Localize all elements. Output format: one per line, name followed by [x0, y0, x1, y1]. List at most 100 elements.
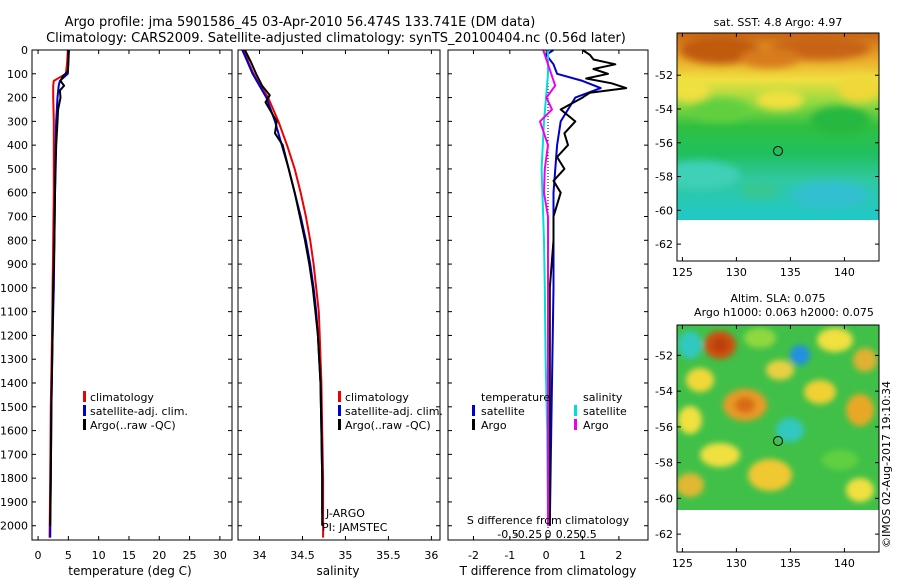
map-x-tick-label: 125: [672, 557, 693, 570]
argo-location-marker: [773, 436, 783, 446]
legend-label-temp-satellite: satellite: [481, 405, 525, 418]
legend-swatch-satellite: [338, 405, 341, 416]
map-y-tick-label: -52: [655, 349, 673, 362]
climatology-line: [243, 49, 325, 538]
depth-tick-label: 1600: [0, 425, 28, 438]
x-tick-label: 35.5: [376, 549, 401, 562]
argo-line: [244, 49, 324, 526]
map-x-tick-label: 130: [726, 557, 747, 570]
depth-axis-ticks: 0 100 200 300 400 500 600 700 800 900 1000 1100 1200…: [0, 44, 232, 533]
s-tick-label: -0.5: [497, 528, 518, 541]
map-x-tick-label: 135: [780, 266, 801, 279]
imos-timestamp: ©IMOS 02-Aug-2017 19:10:34: [880, 381, 893, 548]
depth-tick-label: 1200: [0, 329, 28, 342]
legend-label-satellite: satellite-adj. clim.: [345, 405, 443, 418]
temp-diff-satellite-line: [545, 49, 602, 526]
map-y-tick-label: -54: [655, 103, 673, 116]
x-tick-label: 34: [252, 549, 266, 562]
t-difference-label: T difference from climatology: [459, 564, 637, 578]
legend-label-temp-argo: Argo: [481, 419, 507, 432]
depth-tick-label: 1700: [0, 448, 28, 461]
depth-tick-label: 1000: [0, 282, 28, 295]
temperature-legend: climatology satellite-adj. clim. Argo(..…: [83, 391, 188, 432]
sla-heatmap: [677, 325, 879, 510]
argo-location-marker: [773, 146, 783, 156]
sla-map-title-line-1: Altim. SLA: 0.075: [730, 292, 825, 305]
annotation-j-argo: J-ARGO: [325, 507, 365, 520]
s-tick-label: 0.5: [579, 528, 597, 541]
map-y-tick-label: -54: [655, 385, 673, 398]
x-tick-label: 35: [338, 549, 352, 562]
difference-panel: -2 -1 0 1 2 S difference from climatology -0…: [447, 49, 649, 578]
legend-swatch-argo: [338, 419, 341, 430]
legend-label-sal-satellite: satellite: [583, 405, 627, 418]
temperature-x-ticks: 0 5 10 15 20 25 30: [35, 50, 227, 562]
sst-map-title: sat. SST: 4.8 Argo: 4.97: [714, 16, 843, 29]
sst-map-ticks: 125 130 135 140 -52 -54 -56 -58 -60 -62: [655, 33, 879, 279]
depth-tick-label: 0: [21, 44, 28, 57]
legend-title-salinity: salinity: [583, 391, 623, 404]
depth-tick-label: 1300: [0, 353, 28, 366]
legend-swatch-sal-argo: [574, 419, 577, 430]
x-tick-label: 36: [424, 549, 438, 562]
x-tick-label: 20: [152, 549, 166, 562]
sst-heatmap: [677, 33, 879, 220]
header-line-2: Climatology: CARS2009. Satellite-adjuste…: [46, 31, 626, 46]
x-tick-label: 15: [122, 549, 136, 562]
legend-swatch-temp-satellite: [472, 405, 475, 416]
map-x-tick-label: 140: [834, 557, 855, 570]
salinity-x-ticks: 34 34.5 35 35.5 36: [252, 50, 438, 562]
legend-label-climatology: climatology: [90, 391, 154, 404]
map-y-tick-label: -58: [655, 171, 673, 184]
sla-map-ticks: 125 130 135 140 -52 -54 -56 -58 -60 -62: [655, 325, 879, 570]
depth-tick-label: 300: [7, 115, 28, 128]
depth-tick-label: 200: [7, 92, 28, 105]
x-tick-label: 1: [579, 549, 586, 562]
sst-map-panel: sat. SST: 4.8 Argo: 4.97 125 130 135 140 -52…: [655, 16, 880, 279]
x-tick-label: 34.5: [290, 549, 315, 562]
depth-tick-label: 700: [7, 211, 28, 224]
sla-map-title-line-2: Argo h1000: 0.063 h2000: 0.075: [694, 306, 874, 319]
difference-plot-frame: [447, 49, 649, 541]
depth-tick-label: 1800: [0, 472, 28, 485]
depth-tick-label: 1900: [0, 496, 28, 509]
depth-tick-label: 400: [7, 139, 28, 152]
legend-label-argo: Argo(..raw -QC): [345, 419, 431, 432]
legend-label-satellite: satellite-adj. clim.: [90, 405, 188, 418]
legend-swatch-temp-argo: [472, 419, 475, 430]
x-tick-label: 0: [543, 549, 550, 562]
x-tick-label: 0: [35, 549, 42, 562]
x-tick-label: 5: [65, 549, 72, 562]
salinity-lines: [241, 49, 325, 538]
x-tick-label: 30: [213, 549, 227, 562]
map-y-tick-label: -56: [655, 137, 673, 150]
depth-tick-label: 600: [7, 187, 28, 200]
temperature-panel: 0100200300400500600700800900100011001200…: [0, 44, 233, 578]
depth-tick-label: 500: [7, 163, 28, 176]
salinity-depth-ticks: [238, 49, 440, 527]
legend-label-argo: Argo(..raw -QC): [90, 419, 176, 432]
map-x-tick-label: 135: [780, 557, 801, 570]
salinity-plot-frame: [237, 49, 441, 541]
legend-label-sal-argo: Argo: [583, 419, 609, 432]
salinity-panel: 34 34.5 35 35.5 36 salinity climatology sate…: [237, 49, 443, 578]
map-x-tick-label: 125: [672, 266, 693, 279]
s-tick-label: -0.25: [514, 528, 542, 541]
temperature-x-label: temperature (deg C): [68, 564, 191, 578]
s-difference-ticks: -0.5-0.25 0 0.25 0.5: [497, 528, 596, 541]
temp-diff-argo-line: [548, 49, 628, 526]
legend-title-temperature: temperature: [481, 391, 550, 404]
sst-map-frame: [676, 32, 880, 262]
map-y-tick-label: -52: [655, 69, 673, 82]
difference-x-ticks: -2 -1 0 1 2: [468, 50, 622, 562]
legend-swatch-climatology: [83, 391, 86, 402]
map-y-tick-label: -56: [655, 421, 673, 434]
sla-map-frame: [676, 324, 880, 553]
salinity-legend: climatology satellite-adj. clim. Argo(..…: [338, 391, 443, 432]
sla-map-panel: Altim. SLA: 0.075 Argo h1000: 0.063 h200…: [655, 292, 880, 570]
legend-swatch-climatology: [338, 391, 341, 402]
map-x-tick-label: 130: [726, 266, 747, 279]
difference-lines: [539, 49, 628, 526]
difference-legend: temperature satellite Argo salinity sate…: [472, 391, 627, 432]
